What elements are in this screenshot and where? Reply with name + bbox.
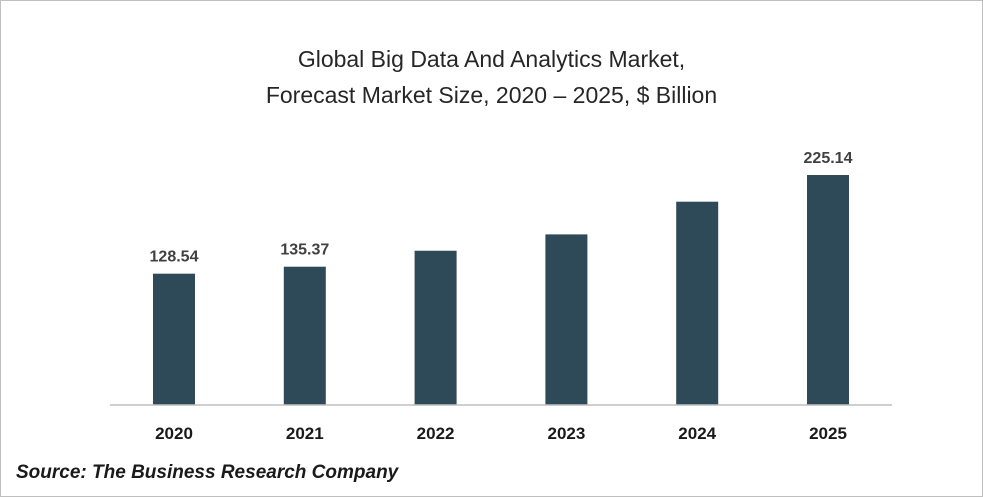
data-labels: 128.54 135.37 225.14 xyxy=(150,150,853,266)
data-label-2025: 225.14 xyxy=(804,150,853,167)
source-note: Source: The Business Research Company xyxy=(16,462,399,483)
bar-2023 xyxy=(545,234,588,405)
bars-group xyxy=(153,175,849,405)
x-tick-labels: 2020 2021 2022 2023 2024 2025 xyxy=(155,424,847,443)
bar-2022 xyxy=(414,250,457,405)
x-tick-label-2025: 2025 xyxy=(809,424,847,443)
x-tick-label-2022: 2022 xyxy=(417,424,455,443)
data-label-2021: 135.37 xyxy=(280,242,329,259)
bar-2025 xyxy=(807,175,849,405)
chart-title-line-1: Global Big Data And Analytics Market, xyxy=(297,46,686,72)
bar-2024 xyxy=(676,201,719,405)
bar-2021 xyxy=(283,266,326,405)
chart-title-line-2: Forecast Market Size, 2020 – 2025, $ Bil… xyxy=(265,82,718,108)
x-tick-label-2021: 2021 xyxy=(286,424,324,443)
x-tick-label-2024: 2024 xyxy=(678,424,716,443)
x-tick-label-2020: 2020 xyxy=(155,424,193,443)
data-label-2020: 128.54 xyxy=(150,249,199,266)
x-tick-label-2023: 2023 xyxy=(547,424,585,443)
bar-2020 xyxy=(153,273,195,405)
